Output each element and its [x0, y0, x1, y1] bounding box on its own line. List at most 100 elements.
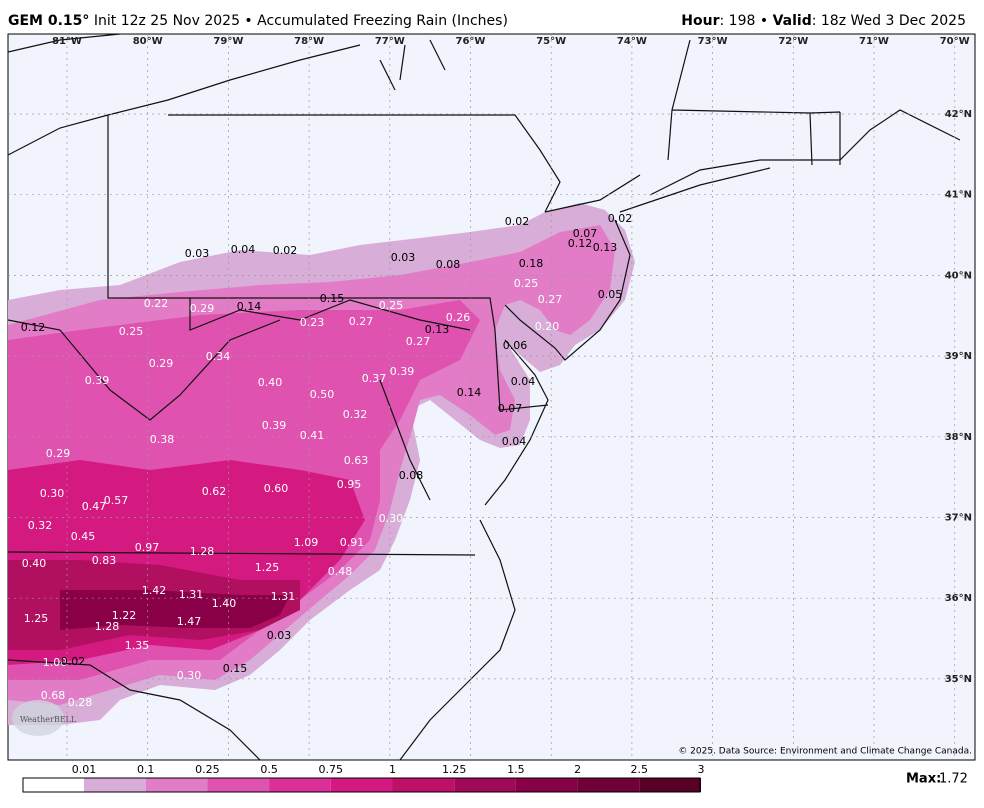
- legend-tick-label: 0.5: [260, 763, 278, 776]
- point-label: 0.02: [608, 212, 633, 225]
- point-label: 0.02: [273, 244, 298, 257]
- point-label: 0.60: [264, 482, 289, 495]
- lon-label: 70°W: [940, 36, 970, 47]
- shade-6: [60, 590, 290, 630]
- point-label: 1.40: [212, 597, 237, 610]
- point-label: 0.27: [538, 293, 563, 306]
- point-label: 0.30: [379, 512, 404, 525]
- lon-label: 77°W: [375, 36, 405, 47]
- point-label: 0.68: [41, 689, 66, 702]
- legend-swatch: [577, 778, 640, 792]
- point-label: 1.00: [43, 656, 68, 669]
- point-label: 0.03: [267, 629, 292, 642]
- legend-swatch: [515, 778, 578, 792]
- legend-tick-label: 1.25: [442, 763, 467, 776]
- point-label: 0.39: [85, 374, 110, 387]
- point-label: 0.30: [40, 487, 65, 500]
- header-right: Hour: 198 • Valid: 18z Wed 3 Dec 2025: [681, 13, 966, 29]
- legend-tick-label: 2.5: [631, 763, 649, 776]
- point-label: 1.35: [125, 639, 150, 652]
- lat-label: 39°N: [945, 351, 972, 362]
- lat-label: 38°N: [945, 432, 972, 443]
- lon-label: 78°W: [294, 36, 324, 47]
- point-label: 1.28: [190, 545, 215, 558]
- point-label: 0.02: [61, 655, 86, 668]
- point-label: 0.14: [237, 300, 262, 313]
- point-labels: 0.02 0.02 0.07 0.12 0.13 0.03 0.04 0.02 0.03 0.08…: [21, 212, 633, 709]
- axis-labels: 81°W 80°W 79°W 78°W 77°W 76°W 75°W 74°W 73°W 72°W…: [52, 36, 972, 685]
- lon-label: 75°W: [536, 36, 566, 47]
- point-label: 0.25: [119, 325, 144, 338]
- point-label: 0.13: [425, 323, 450, 336]
- point-label: 0.12: [21, 321, 46, 334]
- point-label: 0.57: [104, 494, 129, 507]
- legend-tick-label: 1.5: [507, 763, 525, 776]
- point-label: 0.91: [340, 536, 365, 549]
- lat-label: 41°N: [945, 190, 972, 201]
- legend: 0.01 0.1 0.25 0.5 0.75 1 1.25 1.5 2 2.5 3: [22, 763, 705, 793]
- point-label: 0.83: [92, 554, 117, 567]
- legend-tick-label: 0.75: [319, 763, 344, 776]
- point-label: 0.34: [206, 350, 231, 363]
- lon-label: 71°W: [859, 36, 889, 47]
- run: Init 12z 25 Nov 2025 • Accumulated Freez…: [94, 13, 508, 29]
- lon-label: 76°W: [456, 36, 486, 47]
- point-label: 0.23: [300, 316, 325, 329]
- graticule: [8, 34, 975, 760]
- legend-tick-label: 1: [389, 763, 396, 776]
- point-label: 0.25: [379, 299, 404, 312]
- point-label: 0.08: [399, 469, 424, 482]
- lat-label: 42°N: [945, 109, 972, 120]
- valid-label: Valid: [773, 13, 812, 29]
- logo-badge: [12, 700, 64, 736]
- point-label: 0.25: [514, 277, 539, 290]
- point-label: 0.03: [185, 247, 210, 260]
- point-label: 0.15: [223, 662, 248, 675]
- legend-tick-label: 2: [574, 763, 581, 776]
- legend-swatch: [269, 778, 331, 792]
- point-label: 0.29: [190, 302, 215, 315]
- point-label: 0.22: [144, 297, 169, 310]
- legend-border: [22, 777, 701, 793]
- point-label: 0.39: [390, 365, 415, 378]
- hour: : 198 •: [720, 13, 769, 29]
- point-label: 0.95: [337, 478, 362, 491]
- max-value: 1.72: [939, 772, 968, 787]
- point-label: 0.50: [310, 388, 335, 401]
- point-label: 0.18: [519, 257, 544, 270]
- lat-label: 37°N: [945, 513, 972, 524]
- point-label: 0.04: [511, 375, 536, 388]
- point-label: 0.39: [262, 419, 287, 432]
- legend-tick-label: 0.25: [195, 763, 220, 776]
- valid: : 18z Wed 3 Dec 2025: [812, 13, 966, 29]
- legend-swatch: [23, 778, 84, 792]
- legend-swatch: [392, 778, 455, 792]
- credit: © 2025. Data Source: Environment and Cli…: [678, 747, 972, 757]
- legend-swatch: [639, 778, 701, 792]
- point-label: 0.32: [28, 519, 53, 532]
- legend-swatch: [207, 778, 270, 792]
- legend-swatch: [84, 778, 146, 792]
- point-label: 0.07: [573, 227, 598, 240]
- point-label: 0.47: [82, 500, 107, 513]
- legend-swatch: [330, 778, 393, 792]
- point-label: 0.08: [436, 258, 461, 271]
- point-label: 0.13: [593, 241, 618, 254]
- point-label: 0.15: [320, 292, 345, 305]
- point-label: 1.09: [294, 536, 319, 549]
- point-label: 0.38: [150, 433, 175, 446]
- point-label: 1.25: [24, 612, 49, 625]
- legend-tick-label: 3: [698, 763, 705, 776]
- lat-label: 40°N: [945, 270, 972, 281]
- point-label: 0.07: [498, 402, 523, 415]
- point-label: 0.27: [349, 315, 374, 328]
- point-label: 0.41: [300, 429, 325, 442]
- point-label: 0.14: [457, 386, 482, 399]
- point-label: 1.47: [177, 615, 202, 628]
- legend-tick-label: 0.01: [72, 763, 97, 776]
- point-label: 0.02: [505, 215, 530, 228]
- lon-label: 80°W: [133, 36, 163, 47]
- hour-label: Hour: [681, 13, 719, 29]
- point-label: 1.42: [142, 584, 167, 597]
